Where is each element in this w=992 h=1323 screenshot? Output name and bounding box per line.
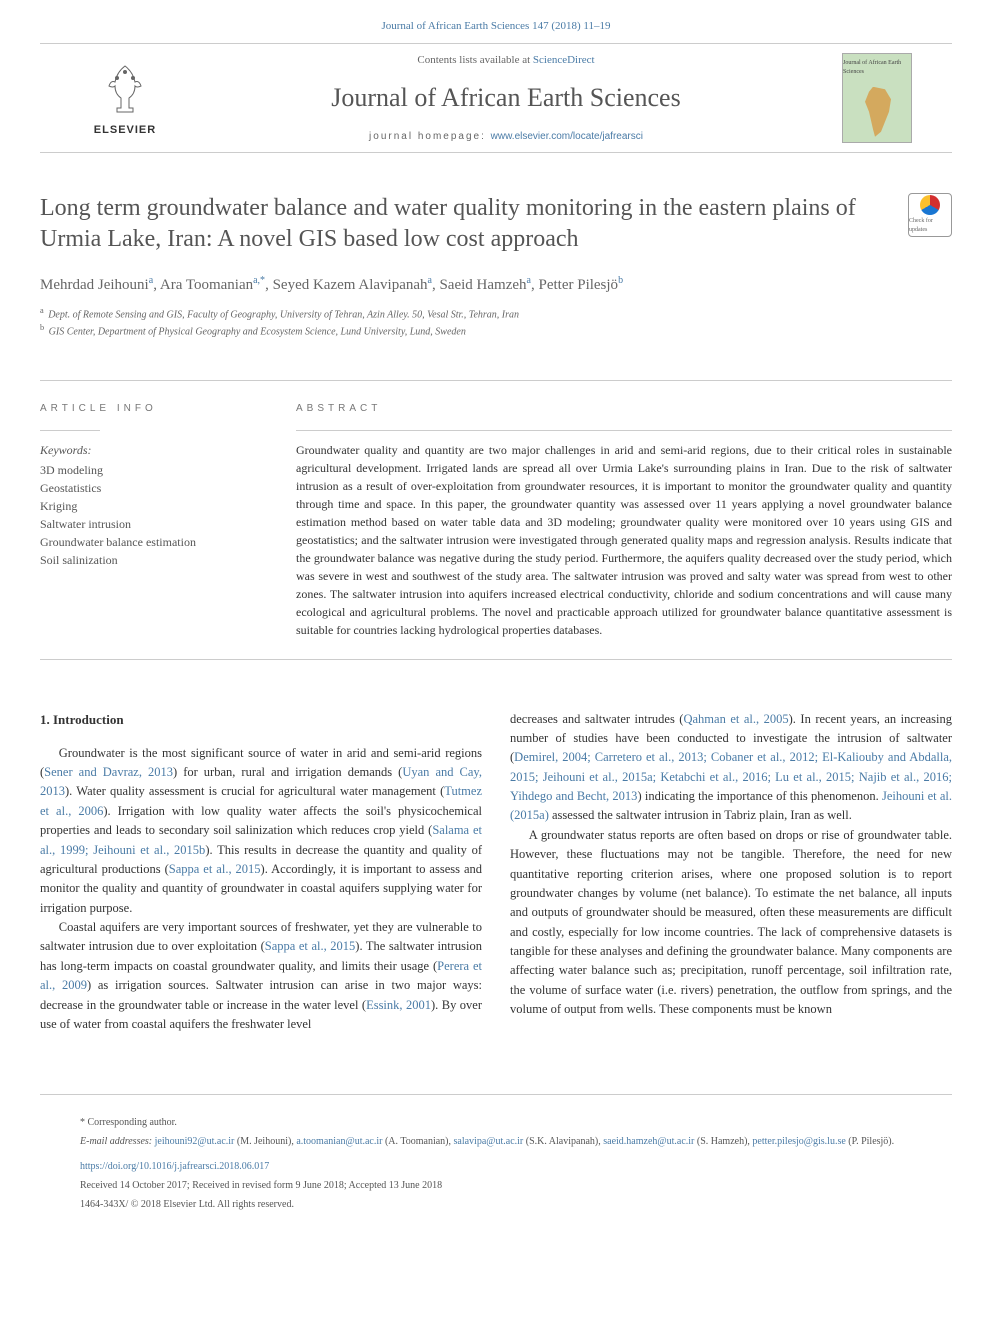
journal-reference: Journal of African Earth Sciences 147 (2… xyxy=(0,0,992,43)
email-link[interactable]: saeid.hamzeh@ut.ac.ir xyxy=(603,1136,694,1147)
section-1-heading: 1. Introduction xyxy=(40,710,482,730)
divider xyxy=(40,380,952,381)
article-info-label: ARTICLE INFO xyxy=(40,401,260,416)
footer: * Corresponding author. E-mail addresses… xyxy=(40,1094,952,1242)
abstract-block: ABSTRACT Groundwater quality and quantit… xyxy=(296,401,952,639)
info-abstract-row: ARTICLE INFO Keywords: 3D modelingGeosta… xyxy=(0,401,992,639)
article-info-block: ARTICLE INFO Keywords: 3D modelingGeosta… xyxy=(40,401,260,639)
doi-link[interactable]: https://doi.org/10.1016/j.jafrearsci.201… xyxy=(80,1161,269,1172)
journal-header-bar: ELSEVIER Contents lists available at Sci… xyxy=(40,43,952,154)
intro-p2: Coastal aquifers are very important sour… xyxy=(40,918,482,1034)
author: Seyed Kazem Alavipanaha xyxy=(273,277,432,293)
author: Petter Pilesjöb xyxy=(538,277,623,293)
ref-link[interactable]: Sener and Davraz, 2013 xyxy=(44,765,173,779)
keywords-list: 3D modelingGeostatisticsKrigingSaltwater… xyxy=(40,461,260,569)
keywords-label: Keywords: xyxy=(40,441,260,459)
footer-received: Received 14 October 2017; Received in re… xyxy=(80,1178,912,1193)
keyword: Groundwater balance estimation xyxy=(40,533,260,551)
author-affiliation-link[interactable]: a xyxy=(428,275,432,286)
body-columns: 1. Introduction Groundwater is the most … xyxy=(0,680,992,1035)
info-divider xyxy=(40,430,100,431)
abstract-text: Groundwater quality and quantity are two… xyxy=(296,441,952,639)
africa-map-icon xyxy=(857,87,897,137)
right-column: decreases and saltwater intrudes (Qahman… xyxy=(510,710,952,1035)
affiliation: b GIS Center, Department of Physical Geo… xyxy=(40,322,952,339)
homepage-prefix: journal homepage: xyxy=(369,131,491,142)
homepage-line: journal homepage: www.elsevier.com/locat… xyxy=(170,129,842,144)
contents-prefix: Contents lists available at xyxy=(417,54,532,66)
elsevier-label: ELSEVIER xyxy=(94,122,156,139)
footer-emails: E-mail addresses: jeihouni92@ut.ac.ir (M… xyxy=(80,1134,912,1149)
elsevier-logo: ELSEVIER xyxy=(80,53,170,143)
author-affiliation-link[interactable]: a xyxy=(527,275,531,286)
keyword: Geostatistics xyxy=(40,479,260,497)
email-link[interactable]: jeihouni92@ut.ac.ir xyxy=(155,1136,235,1147)
email-link[interactable]: petter.pilesjo@gis.lu.se xyxy=(752,1136,845,1147)
ref-link[interactable]: Sappa et al., 2015 xyxy=(265,939,356,953)
ref-link[interactable]: Qahman et al., 2005 xyxy=(683,712,788,726)
cover-text: Journal of African Earth Sciences xyxy=(843,59,911,77)
corresponding-author: * Corresponding author. xyxy=(80,1115,912,1130)
crossmark-icon xyxy=(920,195,940,215)
intro-p3: A groundwater status reports are often b… xyxy=(510,826,952,1020)
abstract-label: ABSTRACT xyxy=(296,401,952,416)
keyword: Kriging xyxy=(40,497,260,515)
author-affiliation-link[interactable]: a xyxy=(149,275,153,286)
email-link[interactable]: a.toomanian@ut.ac.ir xyxy=(296,1136,382,1147)
footer-copyright: 1464-343X/ © 2018 Elsevier Ltd. All righ… xyxy=(80,1197,912,1212)
intro-p1: Groundwater is the most significant sour… xyxy=(40,744,482,918)
contents-line: Contents lists available at ScienceDirec… xyxy=(170,52,842,69)
author: Mehrdad Jeihounia xyxy=(40,277,153,293)
author-affiliation-link[interactable]: b xyxy=(618,275,623,286)
authors-list: Mehrdad Jeihounia, Ara Toomaniana,*, Sey… xyxy=(40,273,952,297)
affiliation: a Dept. of Remote Sensing and GIS, Facul… xyxy=(40,305,952,322)
keyword: Saltwater intrusion xyxy=(40,515,260,533)
abstract-divider xyxy=(296,430,952,431)
ref-link[interactable]: Essink, 2001 xyxy=(366,998,431,1012)
email-link[interactable]: salavipa@ut.ac.ir xyxy=(454,1136,524,1147)
footer-doi: https://doi.org/10.1016/j.jafrearsci.201… xyxy=(80,1159,912,1174)
homepage-link[interactable]: www.elsevier.com/locate/jafrearsci xyxy=(491,131,643,142)
check-updates-badge[interactable]: Check for updates xyxy=(908,193,952,237)
journal-cover-thumbnail: Journal of African Earth Sciences xyxy=(842,53,912,143)
author-affiliation-link[interactable]: a,* xyxy=(253,275,265,286)
sciencedirect-link[interactable]: ScienceDirect xyxy=(533,54,595,66)
elsevier-tree-icon xyxy=(95,58,155,118)
author: Ara Toomaniana,* xyxy=(160,277,265,293)
left-column: 1. Introduction Groundwater is the most … xyxy=(40,710,482,1035)
check-updates-label: Check for updates xyxy=(909,217,951,235)
author: Saeid Hamzeha xyxy=(439,277,531,293)
article-meta: Long term groundwater balance and water … xyxy=(0,153,992,360)
affiliations: a Dept. of Remote Sensing and GIS, Facul… xyxy=(40,305,952,340)
ref-link[interactable]: Sappa et al., 2015 xyxy=(169,862,261,876)
journal-header-center: Contents lists available at ScienceDirec… xyxy=(170,52,842,145)
intro-p2-cont: decreases and saltwater intrudes (Qahman… xyxy=(510,710,952,826)
title-row: Long term groundwater balance and water … xyxy=(40,193,952,255)
journal-title: Journal of African Earth Sciences xyxy=(170,78,842,117)
keyword: 3D modeling xyxy=(40,461,260,479)
divider xyxy=(40,659,952,660)
keyword: Soil salinization xyxy=(40,551,260,569)
article-title: Long term groundwater balance and water … xyxy=(40,193,892,255)
emails-label: E-mail addresses: xyxy=(80,1136,155,1147)
